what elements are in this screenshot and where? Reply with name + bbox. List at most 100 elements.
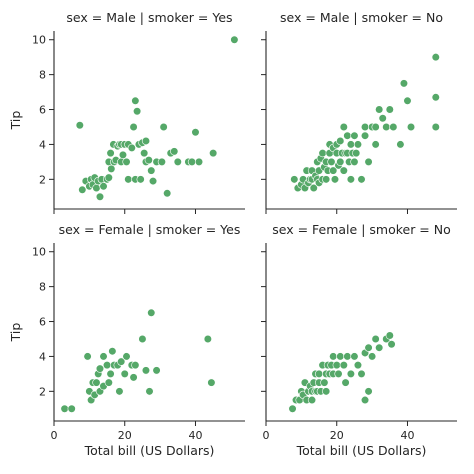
scatter-point <box>332 361 341 370</box>
y-tick-label: 6 <box>39 316 46 329</box>
scatter-point <box>203 334 212 344</box>
scatter-point <box>382 122 391 132</box>
scatter-point <box>67 404 76 413</box>
scatter-point <box>288 404 297 413</box>
scatter-point <box>127 143 136 153</box>
y-tick-label: 4 <box>39 138 46 151</box>
y-tick-label: 8 <box>39 281 46 294</box>
scatter-point <box>159 122 168 132</box>
x-tick-label: 0 <box>263 429 270 442</box>
scatter-point <box>341 378 350 387</box>
scatter-point <box>322 175 331 184</box>
scatter-point <box>144 156 153 165</box>
facet-panel: sex = Female | smoker = Yes 2 4 6 8 10 0 20 40 Ti… <box>8 222 245 458</box>
scatter-point <box>95 192 105 201</box>
scatter-point <box>99 182 108 191</box>
scatter-point <box>60 404 69 413</box>
scatter-point <box>371 140 380 149</box>
scatter-point <box>364 343 373 352</box>
scatter-point <box>396 140 405 149</box>
x-tick-label: 0 <box>51 429 58 442</box>
scatter-point <box>385 105 394 114</box>
x-tick-label: 40 <box>188 429 202 442</box>
y-tick-label: 4 <box>39 350 46 363</box>
scatter-point <box>191 128 200 137</box>
scatter-point <box>131 361 140 370</box>
scatter-point <box>336 352 345 361</box>
scatter-point <box>350 352 359 361</box>
panel-title: sex = Female | smoker = No <box>272 222 451 237</box>
y-tick-label: 8 <box>39 69 46 82</box>
scatter-point <box>343 131 352 140</box>
scatter-point <box>148 176 158 186</box>
x-axis-label: Total bill (US Dollars) <box>296 443 427 458</box>
x-axis-label: Total bill (US Dollars) <box>84 443 215 458</box>
scatter-point <box>124 175 133 184</box>
scatter-point <box>307 395 317 405</box>
scatter-point <box>120 369 129 378</box>
scatter-point <box>353 361 363 370</box>
scatter-point <box>343 352 352 361</box>
y-tick-label: 2 <box>39 385 46 398</box>
x-tick-label: 20 <box>330 429 344 442</box>
scatter-point <box>309 183 318 193</box>
scatter-point <box>106 149 115 158</box>
scatter-point <box>336 136 345 146</box>
scatter-point <box>140 149 149 158</box>
scatter-point <box>102 361 112 370</box>
panel-title: sex = Male | smoker = No <box>280 10 443 25</box>
scatter-point <box>104 173 113 182</box>
scatter-point <box>350 157 359 166</box>
scatter-point <box>364 387 373 396</box>
scatter-point <box>403 96 412 105</box>
scatter-point <box>329 166 338 175</box>
scatter-point <box>314 369 324 378</box>
scatter-point <box>322 387 331 396</box>
x-tick-label: 40 <box>400 429 414 442</box>
scatter-point <box>334 369 343 378</box>
scatter-point <box>187 157 197 166</box>
scatter-point <box>330 175 340 184</box>
scatter-point <box>431 122 440 132</box>
scatter-point <box>360 131 370 140</box>
scatter-point <box>327 157 336 166</box>
scatter-point <box>173 157 182 166</box>
scatter-point <box>129 373 138 382</box>
y-tick-label: 6 <box>39 104 46 117</box>
scatter-point <box>360 395 370 405</box>
scatter-point <box>108 347 117 356</box>
scatter-point <box>157 157 166 166</box>
y-tick-label: 10 <box>32 34 46 47</box>
scatter-point <box>360 122 370 132</box>
facet-panel: sex = Male | smoker = No <box>261 10 457 214</box>
y-tick-label: 2 <box>39 173 46 186</box>
scatter-point <box>352 149 361 158</box>
scatter-point <box>104 378 113 387</box>
scatter-point <box>329 352 338 361</box>
scatter-point <box>320 378 329 387</box>
scatter-point <box>136 175 145 184</box>
scatter-point <box>78 185 87 194</box>
scatter-point <box>375 343 384 352</box>
y-tick-label: 10 <box>32 246 46 259</box>
scatter-point <box>99 352 108 361</box>
scatter-point <box>364 157 373 166</box>
facet-panel: sex = Male | smoker = Yes 2 4 6 8 10 Tip <box>8 10 245 214</box>
scatter-point <box>194 157 204 166</box>
scatter-point <box>138 334 147 344</box>
scatter-point <box>431 53 440 62</box>
scatter-point <box>141 136 151 146</box>
scatter-point <box>141 366 151 375</box>
scatter-point <box>230 35 239 44</box>
scatter-point <box>163 189 172 198</box>
scatter-point <box>147 166 156 175</box>
scatter-point <box>431 93 440 102</box>
scatter-point <box>387 340 396 349</box>
scatter-point <box>92 183 101 193</box>
scatter-point <box>75 121 84 130</box>
scatter-point <box>353 140 363 149</box>
y-axis-label: Tip <box>8 323 23 343</box>
scatter-point <box>406 122 416 132</box>
